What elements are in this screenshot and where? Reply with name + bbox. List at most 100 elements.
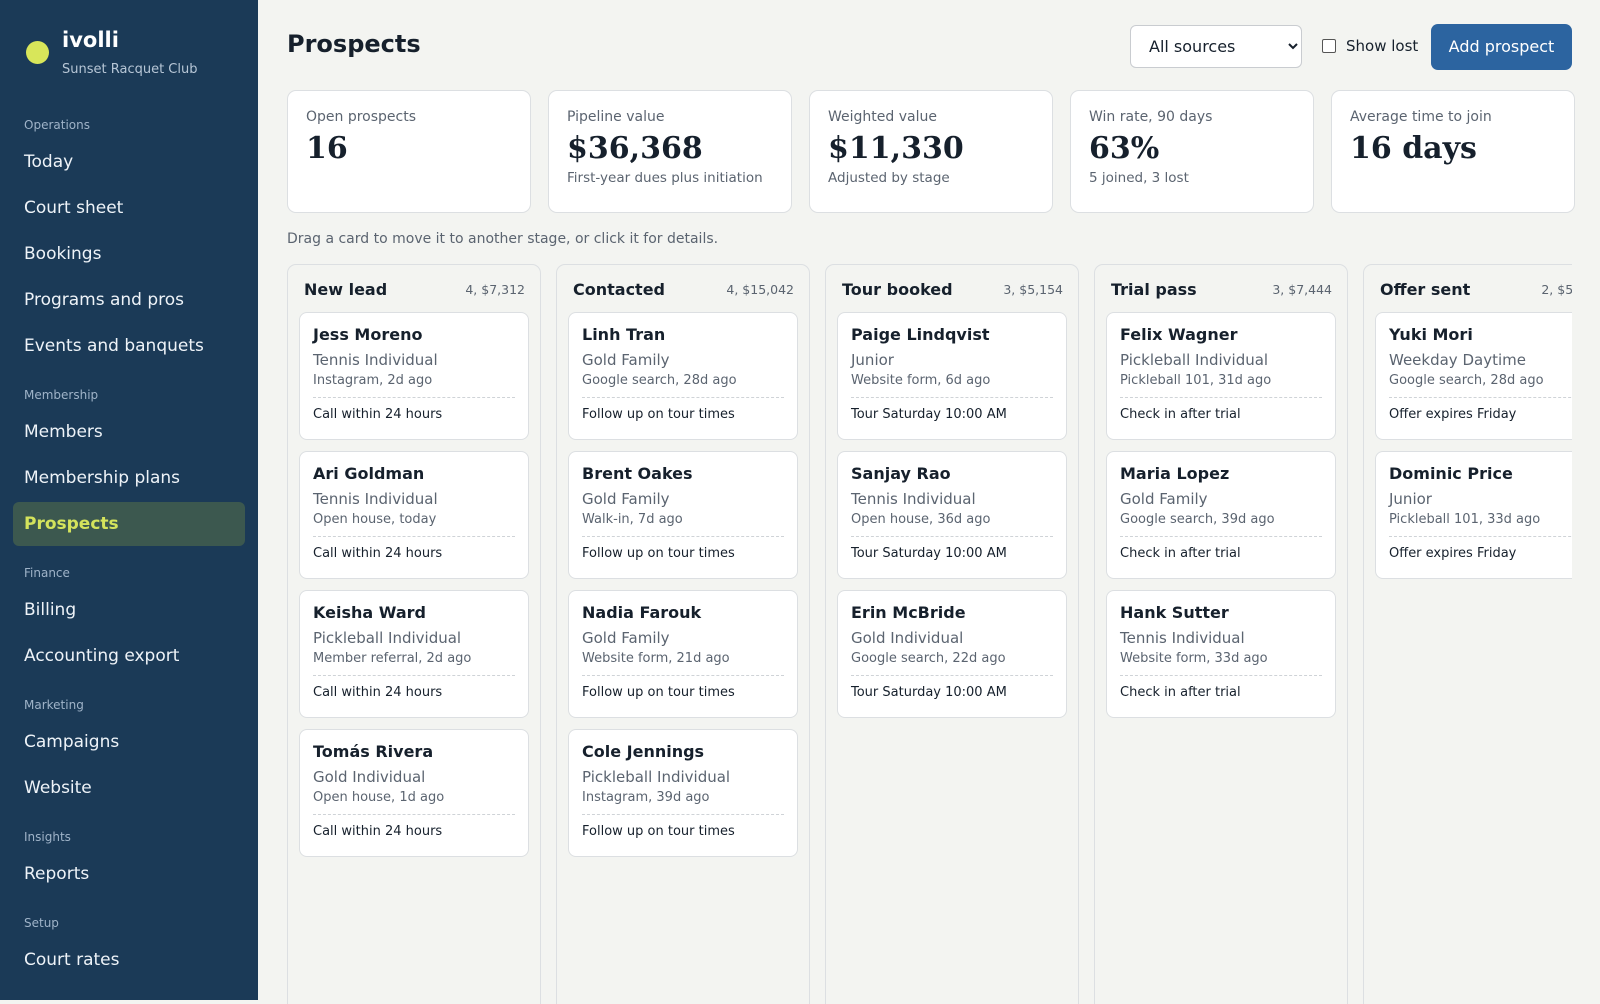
prospect-card[interactable]: Paige Lindqvist Junior Website form, 6d ag… [837, 312, 1067, 440]
prospect-source: Pickleball 101, 33d ago [1389, 510, 1572, 537]
hint: Drag a card to move it to another stage,… [287, 231, 719, 247]
stat-card: Open prospects 16 [287, 90, 531, 213]
prospect-card[interactable]: Ari Goldman Tennis Individual Open house, … [299, 451, 529, 579]
stat-card: Win rate, 90 days 63% 5 joined, 3 lost [1070, 90, 1314, 213]
prospect-source: Open house, 36d ago [851, 510, 1053, 537]
prospect-plan: Gold Individual [851, 629, 964, 647]
sidebar: ivolli Sunset Racquet Club Operations Tod… [0, 0, 258, 1000]
prospect-name: Linh Tran [582, 325, 666, 344]
nav-item[interactable]: Today [24, 152, 74, 172]
column-header: Contacted 4, $15,042 [568, 265, 798, 305]
stat-card: Weighted value $11,330 Adjusted by stage [809, 90, 1053, 213]
column-header: New lead 4, $7,312 [299, 265, 529, 305]
nav-item[interactable]: Billing [24, 600, 77, 620]
nav-item[interactable]: Events and banquets [24, 336, 204, 356]
nav-item[interactable]: Court rates [24, 950, 120, 970]
prospect-card[interactable]: Maria Lopez Gold Family Google search, 39d… [1106, 451, 1336, 579]
stat-label: Pipeline value [567, 109, 665, 125]
stage-column: Trial pass 3, $7,444 Felix Wagner Picklebal… [1094, 264, 1348, 1004]
prospect-name: Keisha Ward [313, 603, 426, 622]
next-step: Tour Saturday 10:00 AM [851, 685, 1007, 700]
nav-item[interactable]: Members [24, 422, 103, 442]
prospect-card[interactable]: Felix Wagner Pickleball Individual Pickleb… [1106, 312, 1336, 440]
nav-section: Operations [24, 118, 90, 132]
prospect-card[interactable]: Jess Moreno Tennis Individual Instagram, 2… [299, 312, 529, 440]
prospect-name: Tomás Rivera [313, 742, 434, 761]
source-filter[interactable]: All sources [1130, 25, 1302, 68]
prospect-plan: Tennis Individual [1120, 629, 1245, 647]
prospect-plan: Gold Family [1120, 490, 1208, 508]
page-title: Prospects [287, 30, 421, 58]
prospect-source: Google search, 39d ago [1120, 510, 1322, 537]
nav-item[interactable]: Court sheet [24, 198, 124, 218]
prospect-card[interactable]: Brent Oakes Gold Family Walk-in, 7d ago Fol… [568, 451, 798, 579]
column-header: Trial pass 3, $7,444 [1106, 265, 1336, 305]
stat-note: 5 joined, 3 lost [1089, 170, 1189, 186]
prospect-card[interactable]: Erin McBride Gold Individual Google search… [837, 590, 1067, 718]
stat-value: $36,368 [567, 131, 703, 166]
prospect-plan: Tennis Individual [313, 490, 438, 508]
prospect-card[interactable]: Hank Sutter Tennis Individual Website form… [1106, 590, 1336, 718]
next-step: Call within 24 hours [313, 685, 443, 700]
prospect-plan: Gold Family [582, 629, 670, 647]
stage-column: Tour booked 3, $5,154 Paige Lindqvist Junio… [825, 264, 1079, 1004]
next-step: Check in after trial [1120, 685, 1241, 700]
next-step: Tour Saturday 10:00 AM [851, 407, 1007, 422]
prospect-card[interactable]: Linh Tran Gold Family Google search, 28d a… [568, 312, 798, 440]
brand-name: ivolli [62, 28, 119, 52]
next-step: Check in after trial [1120, 546, 1241, 561]
stage-column: Offer sent 2, $5,416 Yuki Mori Weekday Dayt… [1363, 264, 1572, 1004]
column-name: Offer sent [1380, 279, 1471, 299]
prospect-name: Yuki Mori [1389, 325, 1473, 344]
checkbox-label: Show lost [1346, 37, 1419, 55]
prospect-name: Nadia Farouk [582, 603, 702, 622]
column-summary: 3, $5,154 [1003, 281, 1063, 297]
stat-card: Average time to join 16 days [1331, 90, 1575, 213]
prospect-source: Google search, 22d ago [851, 649, 1053, 676]
prospect-name: Maria Lopez [1120, 464, 1230, 483]
prospect-card[interactable]: Keisha Ward Pickleball Individual Member r… [299, 590, 529, 718]
prospect-name: Ari Goldman [313, 464, 425, 483]
nav-section: Marketing [24, 698, 84, 712]
next-step: Call within 24 hours [313, 546, 443, 561]
prospect-name: Dominic Price [1389, 464, 1513, 483]
prospect-name: Paige Lindqvist [851, 325, 990, 344]
prospect-source: Pickleball 101, 31d ago [1120, 371, 1322, 398]
prospect-plan: Pickleball Individual [313, 629, 462, 647]
column-name: Trial pass [1111, 279, 1197, 299]
column-summary: 2, $5,416 [1541, 281, 1572, 297]
checkbox[interactable] [1322, 39, 1336, 53]
nav-item[interactable]: Bookings [24, 244, 102, 264]
stat-label: Average time to join [1350, 109, 1492, 125]
next-step: Check in after trial [1120, 407, 1241, 422]
next-step: Offer expires Friday [1389, 407, 1517, 422]
stat-value: 16 [306, 131, 348, 166]
nav-item[interactable]: Programs and pros [24, 290, 185, 310]
nav-item[interactable]: Membership plans [24, 468, 181, 488]
prospect-plan: Tennis Individual [313, 351, 438, 369]
next-step: Follow up on tour times [582, 546, 735, 561]
column-summary: 3, $7,444 [1272, 281, 1332, 297]
nav-item[interactable]: Reports [24, 864, 90, 884]
prospect-card[interactable]: Yuki Mori Weekday Daytime Google search, 2… [1375, 312, 1572, 440]
add-button[interactable]: Add prospect [1431, 24, 1572, 70]
prospect-card[interactable]: Cole Jennings Pickleball Individual Instag… [568, 729, 798, 857]
next-step: Call within 24 hours [313, 407, 443, 422]
prospect-card[interactable]: Tomás Rivera Gold Individual Open house, 1… [299, 729, 529, 857]
next-step: Offer expires Friday [1389, 546, 1517, 561]
next-step: Call within 24 hours [313, 824, 443, 839]
nav-item[interactable]: Accounting export [24, 646, 180, 666]
prospect-plan: Pickleball Individual [582, 768, 731, 786]
stat-value: 63% [1089, 131, 1160, 166]
prospect-card[interactable]: Nadia Farouk Gold Family Website form, 21d… [568, 590, 798, 718]
prospect-plan: Gold Family [582, 490, 670, 508]
nav-item[interactable]: Prospects [13, 502, 245, 546]
prospect-name: Cole Jennings [582, 742, 705, 761]
next-step: Follow up on tour times [582, 685, 735, 700]
column-summary: 4, $7,312 [465, 281, 525, 297]
show-lost[interactable]: Show lost [1322, 37, 1418, 55]
prospect-card[interactable]: Sanjay Rao Tennis Individual Open house, 3… [837, 451, 1067, 579]
nav-item[interactable]: Website [24, 778, 92, 798]
prospect-card[interactable]: Dominic Price Junior Pickleball 101, 33d a… [1375, 451, 1572, 579]
nav-item[interactable]: Campaigns [24, 732, 120, 752]
